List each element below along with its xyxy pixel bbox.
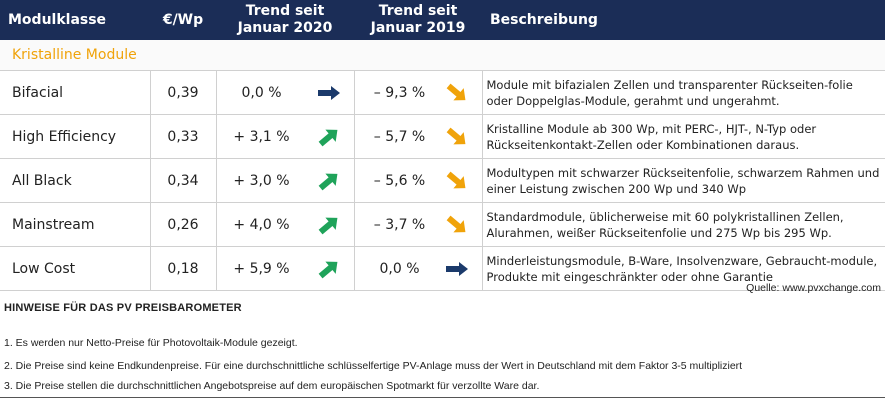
table-row: Low Cost 0,18 + 5,9 % 0,0 % Minderleistungsm… (0, 246, 885, 291)
down-arrow-icon (446, 83, 468, 103)
module-description: Standardmodule, üblicherweise mit 60 pol… (482, 202, 885, 247)
trend-2019-cell: – 9,3 % (354, 70, 483, 115)
notes-title: HINWEISE FÜR DAS PV PREISBAROMETER (4, 302, 242, 314)
module-name: Bifacial (0, 70, 151, 115)
note-2: 2. Die Preise sind keine Endkundenpreise… (4, 360, 743, 372)
down-arrow-icon (446, 215, 468, 235)
module-description: Module mit bifazialen Zellen und transpa… (482, 70, 885, 115)
trend-2019-cell: 0,0 % (354, 246, 483, 291)
header-description: Beschreibung (482, 0, 885, 40)
header-trend-2020: Trend seit Januar 2020 (216, 0, 354, 40)
trend-2020-cell: + 5,9 % (216, 246, 355, 291)
up-arrow-icon (318, 171, 340, 191)
section-title: Kristalline Module (0, 40, 885, 71)
trend-2020-cell: 0,0 % (216, 70, 355, 115)
table-row: All Black 0,34 + 3,0 % – 5,6 % Modultypen mi… (0, 158, 885, 203)
trend-2020-cell: + 3,0 % (216, 158, 355, 203)
trend-2020-value: + 4,0 % (233, 216, 290, 233)
source-note: Quelle: www.pvxchange.com (746, 282, 881, 294)
trend-2019-cell: – 3,7 % (354, 202, 483, 247)
bottom-divider (0, 397, 885, 398)
right-arrow-icon (445, 261, 468, 276)
module-name: All Black (0, 158, 151, 203)
table-row: Bifacial 0,39 0,0 % – 9,3 % Module mit bifaz… (0, 70, 885, 115)
trend-2019-value: – 5,7 % (373, 128, 426, 145)
trend-2020-cell: + 4,0 % (216, 202, 355, 247)
trend-2020-cell: + 3,1 % (216, 114, 355, 159)
trend-2019-value: – 9,3 % (373, 84, 426, 101)
trend-2020-value: + 3,1 % (233, 128, 290, 145)
header-trend-2019: Trend seit Januar 2019 (354, 0, 482, 40)
section-row: Kristalline Module (0, 40, 885, 71)
note-3: 3. Die Preise stellen die durchschnittli… (4, 380, 540, 392)
trend-2019-value: – 5,6 % (373, 172, 426, 189)
price-value: 0,33 (150, 114, 217, 159)
trend-2020-value: 0,0 % (241, 84, 282, 101)
trend-2020-value: + 3,0 % (233, 172, 290, 189)
trend-2019-value: 0,0 % (379, 260, 420, 277)
price-value: 0,34 (150, 158, 217, 203)
module-description: Kristalline Module ab 300 Wp, mit PERC-,… (482, 114, 885, 159)
price-value: 0,18 (150, 246, 217, 291)
up-arrow-icon (318, 127, 340, 147)
down-arrow-icon (446, 171, 468, 191)
trend-2019-cell: – 5,6 % (354, 158, 483, 203)
module-description: Modultypen mit schwarzer Rückseitenfolie… (482, 158, 885, 203)
module-name: Low Cost (0, 246, 151, 291)
price-value: 0,39 (150, 70, 217, 115)
header-price: €/Wp (150, 0, 216, 40)
right-arrow-icon (317, 85, 340, 100)
price-value: 0,26 (150, 202, 217, 247)
table-row: Mainstream 0,26 + 4,0 % – 3,7 % Standardmodu… (0, 202, 885, 247)
trend-2019-cell: – 5,7 % (354, 114, 483, 159)
trend-2019-value: – 3,7 % (373, 216, 426, 233)
price-table: Modulklasse €/Wp Trend seit Januar 2020 … (0, 0, 885, 291)
header-module: Modulklasse (0, 0, 150, 40)
up-arrow-icon (318, 215, 340, 235)
table-row: High Efficiency 0,33 + 3,1 % – 5,7 % Kristal… (0, 114, 885, 159)
module-name: Mainstream (0, 202, 151, 247)
module-description: Minderleistungsmodule, B-Ware, Insolvenz… (482, 246, 885, 291)
trend-2020-value: + 5,9 % (233, 260, 290, 277)
up-arrow-icon (318, 259, 340, 279)
module-name: High Efficiency (0, 114, 151, 159)
down-arrow-icon (446, 127, 468, 147)
table-header: Modulklasse €/Wp Trend seit Januar 2020 … (0, 0, 885, 40)
note-1: 1. Es werden nur Netto-Preise für Photov… (4, 337, 298, 349)
